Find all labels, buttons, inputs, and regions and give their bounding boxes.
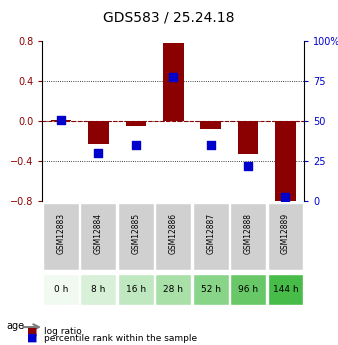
- Text: 28 h: 28 h: [163, 285, 183, 294]
- FancyBboxPatch shape: [43, 203, 79, 270]
- Bar: [88, 121, 109, 145]
- Point: [58, 117, 64, 122]
- FancyBboxPatch shape: [155, 274, 191, 305]
- Text: GSM12883: GSM12883: [56, 213, 66, 254]
- Bar: [163, 43, 184, 121]
- Text: 144 h: 144 h: [273, 285, 298, 294]
- FancyBboxPatch shape: [230, 274, 266, 305]
- Text: 52 h: 52 h: [201, 285, 221, 294]
- Point: [133, 143, 139, 148]
- Point: [170, 74, 176, 79]
- Text: GDS583 / 25.24.18: GDS583 / 25.24.18: [103, 10, 235, 24]
- Bar: [200, 121, 221, 129]
- Text: 16 h: 16 h: [126, 285, 146, 294]
- Bar: [125, 121, 146, 126]
- Text: age: age: [7, 321, 25, 331]
- Point: [245, 164, 251, 169]
- Point: [96, 151, 101, 156]
- Bar: [238, 121, 258, 155]
- Text: percentile rank within the sample: percentile rank within the sample: [44, 334, 197, 343]
- Text: GSM12885: GSM12885: [131, 213, 140, 254]
- FancyBboxPatch shape: [118, 274, 154, 305]
- FancyBboxPatch shape: [193, 274, 228, 305]
- Point: [208, 143, 213, 148]
- FancyBboxPatch shape: [230, 203, 266, 270]
- FancyBboxPatch shape: [80, 274, 116, 305]
- Text: log ratio: log ratio: [44, 327, 82, 336]
- FancyBboxPatch shape: [268, 274, 304, 305]
- FancyBboxPatch shape: [193, 203, 228, 270]
- Text: GSM12889: GSM12889: [281, 213, 290, 254]
- Bar: [275, 121, 296, 204]
- Text: 96 h: 96 h: [238, 285, 258, 294]
- Text: GSM12887: GSM12887: [206, 213, 215, 254]
- Text: GSM12886: GSM12886: [169, 213, 178, 254]
- Point: [283, 194, 288, 199]
- Text: 0 h: 0 h: [54, 285, 68, 294]
- Text: GSM12884: GSM12884: [94, 213, 103, 254]
- FancyBboxPatch shape: [43, 274, 79, 305]
- FancyBboxPatch shape: [268, 203, 304, 270]
- FancyBboxPatch shape: [118, 203, 154, 270]
- Text: 8 h: 8 h: [91, 285, 105, 294]
- Text: ■: ■: [27, 333, 38, 343]
- Bar: [51, 120, 71, 121]
- Text: ■: ■: [27, 326, 38, 336]
- Text: GSM12888: GSM12888: [244, 213, 252, 254]
- FancyBboxPatch shape: [80, 203, 116, 270]
- FancyBboxPatch shape: [155, 203, 191, 270]
